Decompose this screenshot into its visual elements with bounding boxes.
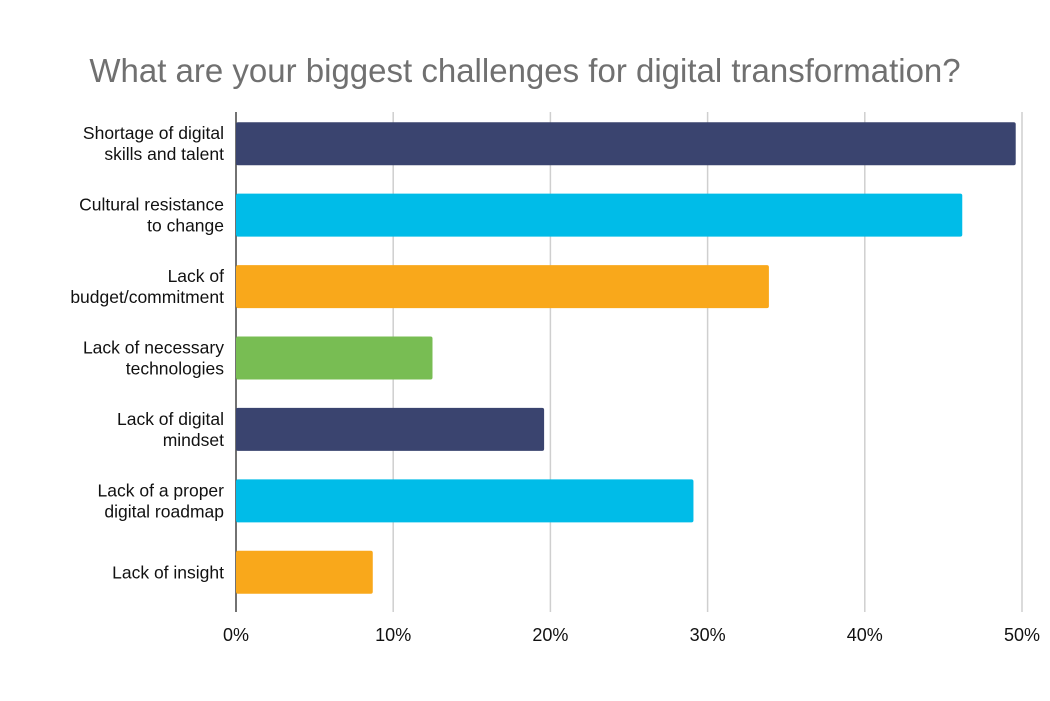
category-label-line: Shortage of digital: [83, 123, 224, 143]
bar: [236, 265, 769, 309]
category-label-line: to change: [147, 216, 224, 236]
bar: [236, 122, 1016, 166]
bar: [236, 336, 433, 380]
x-tick-label: 20%: [532, 625, 568, 645]
category-label-line: budget/commitment: [70, 287, 224, 307]
bar: [236, 407, 545, 451]
bar: [236, 479, 694, 523]
category-label-line: Lack of digital: [117, 409, 224, 429]
category-label: Lack of budget/commitment: [70, 266, 224, 307]
x-tick-label: 30%: [690, 625, 726, 645]
x-tick-label: 0%: [223, 625, 249, 645]
category-label-line: Lack of a proper: [98, 480, 225, 500]
category-label-line: technologies: [126, 359, 225, 379]
chart-title: What are your biggest challenges for dig…: [89, 52, 961, 89]
category-label-line: digital roadmap: [104, 501, 224, 521]
category-label-line: Lack of: [168, 266, 225, 286]
category-label: Lack of digital mindset: [117, 409, 224, 450]
bar: [236, 193, 963, 237]
category-label: Shortage of digital skills and talent: [83, 123, 224, 164]
category-label: Lack of a proper digital roadmap: [98, 480, 225, 521]
category-label: Lack of insight: [112, 562, 224, 582]
category-label: Lack of necessary technologies: [83, 338, 224, 379]
x-tick-label: 50%: [1004, 625, 1040, 645]
category-label-line: Cultural resistance: [79, 195, 224, 215]
category-label-line: Lack of insight: [112, 562, 224, 582]
category-label-line: Lack of necessary: [83, 338, 224, 358]
category-label-line: mindset: [163, 430, 224, 450]
category-label-line: skills and talent: [104, 144, 224, 164]
bar: [236, 550, 373, 594]
x-tick-label: 10%: [375, 625, 411, 645]
x-tick-label: 40%: [847, 625, 883, 645]
category-label: Cultural resistance to change: [79, 195, 224, 236]
